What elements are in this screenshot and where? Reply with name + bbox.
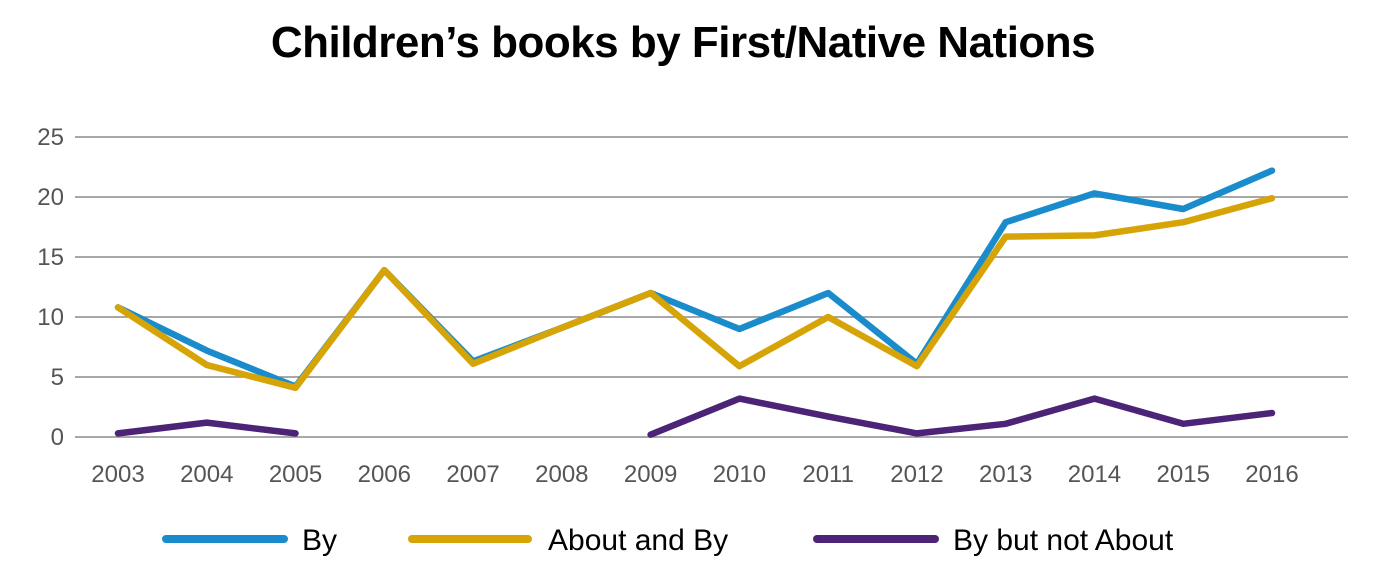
data-point-by-but-not-about xyxy=(736,396,742,402)
data-point-about-and-by xyxy=(825,314,831,320)
data-point-about-and-by xyxy=(1180,219,1186,225)
x-tick-label: 2016 xyxy=(1245,461,1298,488)
y-tick-label: 10 xyxy=(37,304,64,331)
y-tick-label: 0 xyxy=(51,424,64,451)
data-point-about-and-by xyxy=(293,385,299,391)
x-tick-label: 2007 xyxy=(446,461,499,488)
data-point-by xyxy=(204,348,210,354)
x-tick-label: 2010 xyxy=(713,461,766,488)
data-point-about-and-by xyxy=(1269,195,1275,201)
data-point-by-but-not-about xyxy=(648,432,654,438)
x-tick-label: 2013 xyxy=(979,461,1032,488)
data-point-by-but-not-about xyxy=(1180,421,1186,427)
data-point-by-but-not-about xyxy=(204,420,210,426)
y-tick-label: 15 xyxy=(37,244,64,271)
x-tick-label: 2012 xyxy=(890,461,943,488)
legend: By About and By By but not About xyxy=(162,524,1174,557)
x-tick-label: 2014 xyxy=(1068,461,1121,488)
series-line-by xyxy=(114,167,1276,390)
data-point-about-and-by xyxy=(115,304,121,310)
x-tick-label: 2006 xyxy=(358,461,411,488)
x-tick-label: 2008 xyxy=(535,461,588,488)
series-lines xyxy=(114,167,1276,438)
x-tick-label: 2015 xyxy=(1157,461,1210,488)
series-line-by-but-not-about xyxy=(114,419,299,437)
y-tick-label: 5 xyxy=(51,364,64,391)
data-point-about-and-by xyxy=(648,290,654,296)
data-point-by xyxy=(736,326,742,332)
data-point-by-but-not-about xyxy=(914,430,920,436)
data-point-by-but-not-about xyxy=(293,430,299,436)
data-point-about-and-by xyxy=(559,325,565,331)
x-tick-label: 2009 xyxy=(624,461,677,488)
data-point-by xyxy=(1180,206,1186,212)
data-point-about-and-by xyxy=(381,267,387,273)
data-point-by xyxy=(1003,219,1009,225)
data-point-about-and-by xyxy=(736,363,742,369)
data-point-about-and-by xyxy=(1091,232,1097,238)
x-tick-label: 2005 xyxy=(269,461,322,488)
legend-label-about-and-by: About and By xyxy=(548,524,728,557)
data-point-by xyxy=(825,290,831,296)
data-point-about-and-by xyxy=(470,361,476,367)
data-point-about-and-by xyxy=(914,363,920,369)
data-point-by-but-not-about xyxy=(1003,421,1009,427)
legend-label-by: By xyxy=(302,524,337,557)
gridlines xyxy=(75,136,1348,438)
x-tick-label: 2004 xyxy=(180,461,233,488)
data-point-by-but-not-about xyxy=(1269,410,1275,416)
y-tick-label: 25 xyxy=(37,124,64,151)
series-line-about-and-by xyxy=(114,194,1276,392)
legend-label-by-but-not-about: By but not About xyxy=(953,524,1174,557)
data-point-by xyxy=(1269,168,1275,174)
y-tick-label: 20 xyxy=(37,184,64,211)
data-point-about-and-by xyxy=(1003,234,1009,240)
series-line-by-but-not-about xyxy=(647,395,1276,438)
chart-title: Children’s books by First/Native Nations xyxy=(270,18,1096,67)
x-tick-label: 2003 xyxy=(91,461,144,488)
data-point-by-but-not-about xyxy=(1091,396,1097,402)
data-point-by-but-not-about xyxy=(115,430,121,436)
data-point-about-and-by xyxy=(204,362,210,368)
x-tick-label: 2011 xyxy=(802,461,854,488)
x-axis-tick-labels: 2003 2004 2005 2006 2007 2008 2009 2010 2011 2012… xyxy=(91,461,1298,488)
data-point-by xyxy=(1091,190,1097,196)
data-point-by-but-not-about xyxy=(825,414,831,420)
y-axis-tick-labels: 0 5 10 15 20 25 xyxy=(37,124,64,451)
